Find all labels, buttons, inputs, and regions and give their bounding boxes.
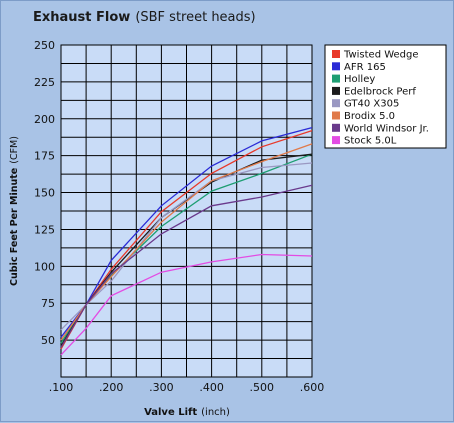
legend-swatch (332, 86, 340, 95)
y-tick-label: 250 (34, 39, 55, 52)
x-axis-unit: (inch) (201, 407, 230, 418)
y-axis-label-text: Cubic Feet Per Minute (9, 168, 20, 286)
series-line (60, 184, 313, 348)
legend-swatch (332, 123, 340, 132)
x-tick-label: .400 (199, 381, 224, 394)
legend-label: Edelbrock Perf (344, 86, 416, 97)
x-tick-label: .200 (99, 381, 124, 394)
y-tick-label: 175 (34, 150, 55, 163)
legend-swatch (332, 50, 340, 58)
y-tick-label: 75 (41, 297, 55, 310)
chart-title-main: Exhaust Flow (33, 10, 130, 25)
chart-subtitle: (SBF street heads) (135, 10, 255, 25)
y-axis-label: Cubic Feet Per Minute (CFM) (9, 136, 20, 286)
x-tick-label: .500 (250, 381, 275, 394)
legend-swatch (332, 136, 340, 145)
legend-label: Twisted Wedge (343, 50, 419, 61)
legend-swatch (332, 111, 340, 120)
legend-label: GT40 X305 (344, 99, 399, 110)
y-tick-label: 225 (34, 76, 55, 89)
y-axis-ticks: 50 75 100 125 150 175 200 225 250 (34, 39, 55, 347)
x-axis-label-text: Valve Lift (144, 407, 197, 418)
legend-label: Holley (344, 74, 375, 85)
series-lines (60, 126, 313, 356)
x-tick-label: .100 (49, 381, 74, 394)
x-tick-label: .600 (300, 381, 325, 394)
x-axis-ticks: .100 .200 .300 .400 .500 .600 (49, 381, 325, 394)
y-tick-label: 50 (41, 334, 55, 347)
legend-label: Brodix 5.0 (344, 111, 395, 122)
legend-label: AFR 165 (344, 62, 386, 73)
series-line (60, 253, 313, 356)
legend-box (324, 44, 447, 149)
legend-swatch (332, 74, 340, 83)
legend-swatch (332, 62, 340, 71)
y-axis-unit: (CFM) (9, 136, 20, 164)
y-tick-label: 125 (34, 223, 55, 236)
legend-label: Stock 5.0L (344, 136, 397, 147)
y-tick-label: 200 (34, 113, 55, 126)
x-tick-label: .300 (149, 381, 174, 394)
y-tick-label: 100 (34, 260, 55, 273)
legend-swatch (332, 99, 340, 108)
x-axis-label: Valve Lift (inch) (144, 407, 230, 418)
legend-label: World Windsor Jr. (344, 123, 429, 134)
y-tick-label: 150 (34, 187, 55, 200)
chart-title: Exhaust Flow (SBF street heads) (33, 10, 256, 25)
